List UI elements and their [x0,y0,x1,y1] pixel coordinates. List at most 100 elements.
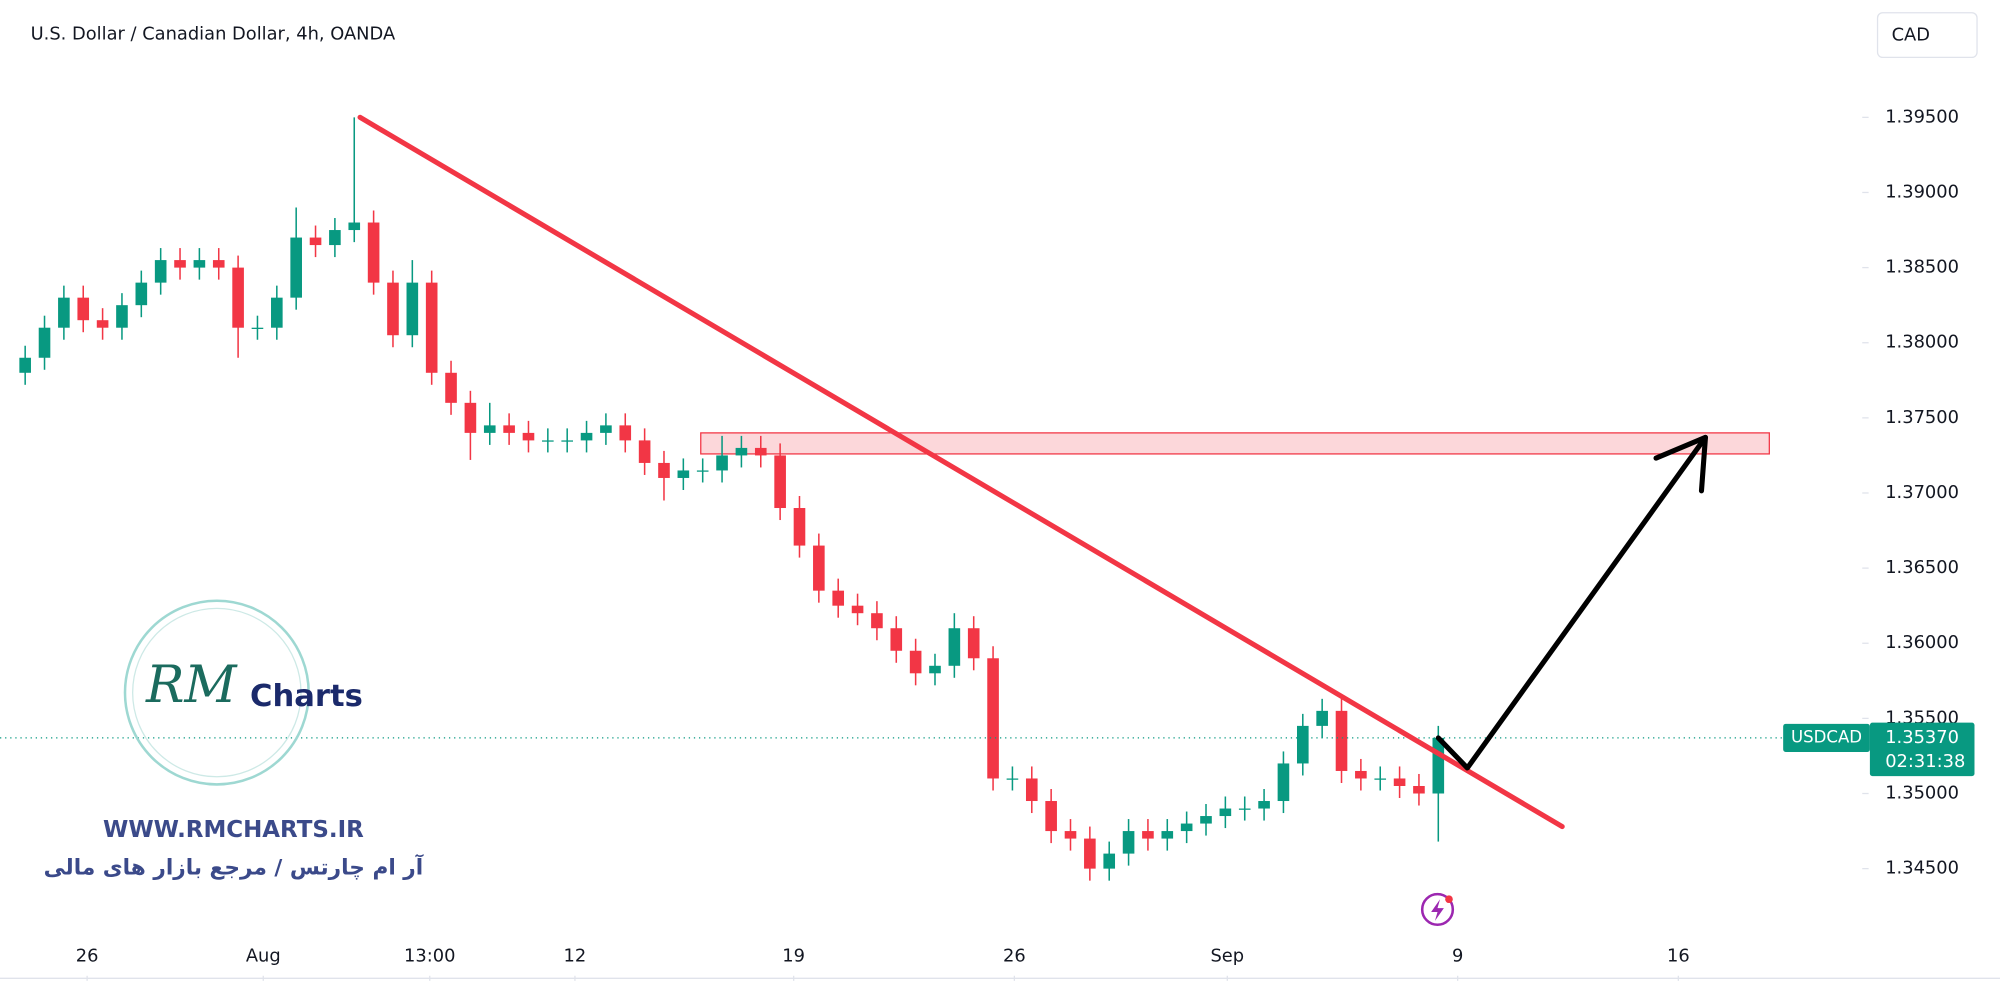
candle-body [735,447,748,456]
logo-ring [123,599,310,786]
candle-body [387,282,399,336]
candle-body [1432,737,1445,794]
candle-body [445,372,457,403]
candle-body [329,230,341,246]
candle-body [1335,710,1348,771]
candle-body [1413,785,1425,794]
candle-body [503,425,515,433]
candle-body [1258,801,1270,809]
x-tick-label: 9 [1452,946,1463,967]
candle-body [1200,816,1212,824]
candle-body [619,425,632,441]
candle-body [1006,778,1019,780]
candle-body [638,440,651,463]
candle-body [77,297,90,321]
x-tick-label: 26 [76,946,99,967]
candle-body [1025,778,1038,802]
price-tag-value: 1.35370 [1885,727,1959,748]
price-tag-countdown: 02:31:38 [1885,751,1965,772]
candle-body [658,462,670,478]
candle-body [1103,853,1116,869]
candle-body [1045,801,1057,832]
candle-body [542,440,554,442]
candle-body [1219,808,1232,817]
x-tick-label: 13:00 [404,946,455,967]
candle-body [154,260,167,283]
candle-body [212,260,225,268]
candle-body [116,305,128,328]
candle-body [1277,763,1290,802]
candle-body [851,605,864,614]
price-tag-bg [1869,722,1975,777]
candle-body [1180,823,1193,832]
candle-body [967,628,980,659]
drawing-line [1435,434,1708,771]
candle-body [348,222,361,231]
candle-body [1064,831,1077,839]
candle-body [193,260,206,268]
watermark-url: WWW.RMCHARTS.IR [103,817,364,843]
candle-body [464,402,477,433]
candle-body [832,590,845,606]
x-tick-label: 12 [564,946,587,967]
y-tick-label: 1.38000 [1885,332,1959,353]
y-tick-label: 1.39500 [1885,106,1959,127]
candle-body [909,650,922,674]
candle-body [483,425,496,433]
candle-body [58,297,70,328]
candle-body [987,658,999,779]
drawing-line [357,114,1565,830]
y-tick-label: 1.37500 [1885,407,1959,428]
currency-button[interactable] [1876,12,1978,59]
watermark-tagline: آر ام چارتس / مرجع بازار های مالی [44,854,424,881]
x-tick-label: 26 [1003,946,1026,967]
candle-body [135,282,148,306]
candle-body [1238,808,1251,810]
candle-body [1393,778,1406,786]
x-tick-label: Aug [246,946,281,967]
logo-brand: Charts [250,679,363,714]
candle-body [774,455,786,509]
candle-body [290,237,302,298]
chart-title: U.S. Dollar / Canadian Dollar, 4h, OANDA [31,23,396,44]
candle-body [871,613,883,629]
candle-body [793,508,806,546]
candle-body [271,297,283,328]
candle-body [367,222,380,283]
watermark: RM Charts WWW.RMCHARTS.IR آر ام چارتس / … [44,599,424,881]
y-tick-label: 1.38500 [1885,257,1959,278]
candle-body [1084,838,1096,869]
currency-label: CAD [1892,25,1930,46]
logo-ring [132,607,302,778]
plot-area: 1.345001.350001.355001.360001.365001.370… [0,106,1959,981]
candle-body [948,628,961,666]
candle-body [716,455,728,471]
candle-body [600,425,612,433]
candle-body [309,237,322,246]
arrow-head [1653,434,1708,494]
candle-body [425,282,438,373]
candle-body [890,628,903,651]
candle-body [754,447,767,456]
y-tick-label: 1.34500 [1885,858,1959,879]
candle-body [580,432,593,441]
candle-body [1374,778,1387,780]
candle-body [232,267,244,328]
candle-body [522,432,535,441]
candle-body [1142,831,1154,839]
candle-body [406,282,419,336]
y-tick-label: 1.36000 [1885,632,1959,653]
candle-body [1122,831,1135,854]
y-tick-label: 1.36500 [1885,557,1959,578]
y-tick-label: 1.37000 [1885,482,1959,503]
logo-mark: RM [145,656,238,715]
y-tick-label: 1.35000 [1885,783,1959,804]
candle-body [929,665,941,674]
x-tick-label: 16 [1667,946,1690,967]
price-tag-name: USDCAD [1791,727,1862,746]
candle-body [96,320,109,328]
alert-icon[interactable] [1420,892,1455,927]
y-tick-label: 1.39000 [1885,181,1959,202]
